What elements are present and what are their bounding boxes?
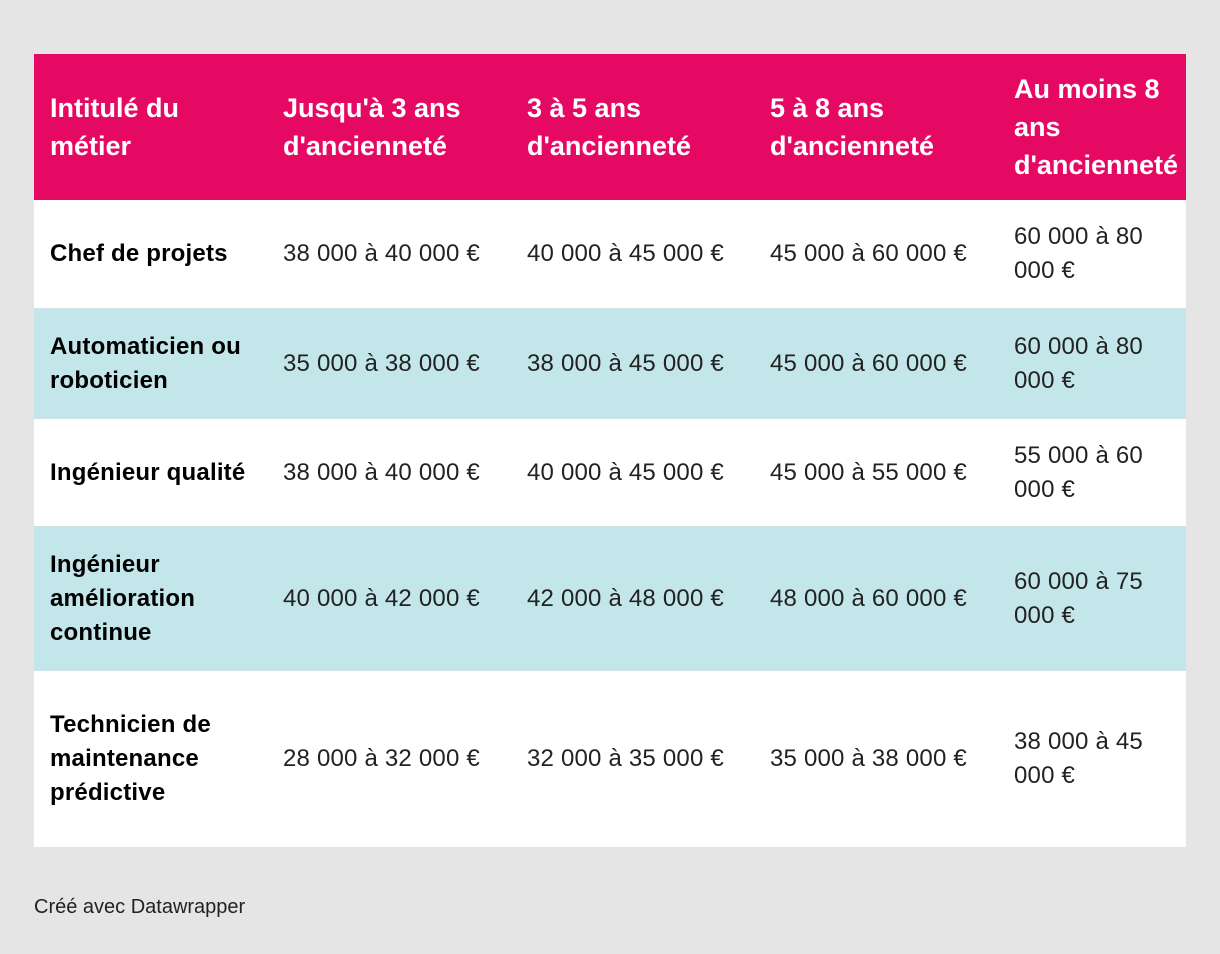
salary-cell: 45 000 à 55 000 € (770, 458, 967, 486)
job-title-cell: Chef de projets (50, 240, 228, 267)
table-header: Intitulé du métier Jusqu'à 3 ans d'ancie… (34, 54, 1186, 200)
header-row: Intitulé du métier Jusqu'à 3 ans d'ancie… (34, 54, 1186, 200)
salary-cell: 28 000 à 32 000 € (283, 745, 480, 772)
job-title-cell: Ingénieur qualité (50, 458, 246, 486)
column-header-3-to-5: 3 à 5 ans d'ancienneté (527, 93, 691, 161)
column-header-5-to-8: 5 à 8 ans d'ancienneté (770, 93, 934, 161)
salary-cell: 45 000 à 60 000 € (770, 349, 967, 377)
column-header-at-least-8-text: Au moins 8 ans d'ancienneté (1014, 74, 1178, 180)
table-row: Ingénieur amélioration continue 40 000 à… (34, 527, 1186, 670)
table-body: Chef de projets 38 000 à 40 000 € 40 000… (34, 200, 1186, 847)
salary-table: Intitulé du métier Jusqu'à 3 ans d'ancie… (34, 54, 1186, 847)
salary-cell: 40 000 à 45 000 € (527, 458, 724, 486)
salary-cell: 55 000 à 60 000 € (1014, 441, 1143, 503)
job-title-cell: Technicien de maintenance prédictive (50, 711, 211, 806)
column-header-at-least-8: Au moins 8 ans d'ancienneté (998, 54, 1186, 200)
column-header-job: Intitulé du métier (50, 93, 179, 161)
table-row: Technicien de maintenance prédictive 28 … (34, 670, 1186, 847)
salary-cell: 35 000 à 38 000 € (770, 745, 967, 772)
salary-cell: 38 000 à 40 000 € (283, 240, 480, 267)
salary-cell: 42 000 à 48 000 € (527, 584, 724, 612)
job-title-cell: Ingénieur amélioration continue (50, 550, 196, 646)
salary-cell: 60 000 à 75 000 € (1014, 567, 1143, 629)
salary-cell: 48 000 à 60 000 € (770, 584, 967, 612)
salary-cell: 45 000 à 60 000 € (770, 240, 967, 267)
datawrapper-credit: Créé avec Datawrapper (34, 896, 246, 918)
salary-cell: 60 000 à 80 000 € (1014, 223, 1143, 284)
salary-cell: 38 000 à 45 000 € (527, 349, 724, 377)
salary-cell: 35 000 à 38 000 € (283, 349, 480, 377)
salary-cell: 40 000 à 42 000 € (283, 584, 480, 612)
salary-cell: 38 000 à 45 000 € (1014, 728, 1143, 789)
salary-cell: 40 000 à 45 000 € (527, 240, 724, 267)
salary-cell: 32 000 à 35 000 € (527, 745, 724, 772)
job-title-cell: Automaticien ou roboticien (50, 332, 242, 394)
salary-cell: 38 000 à 40 000 € (283, 458, 480, 486)
table-row: Chef de projets 38 000 à 40 000 € 40 000… (34, 200, 1186, 309)
salary-table-container: Intitulé du métier Jusqu'à 3 ans d'ancie… (34, 54, 1186, 847)
column-header-up-to-3: Jusqu'à 3 ans d'ancienneté (283, 93, 461, 161)
table-row: Automaticien ou roboticien 35 000 à 38 0… (34, 309, 1186, 418)
table-row: Ingénieur qualité 38 000 à 40 000 € 40 0… (34, 418, 1186, 527)
salary-cell: 60 000 à 80 000 € (1014, 332, 1143, 394)
